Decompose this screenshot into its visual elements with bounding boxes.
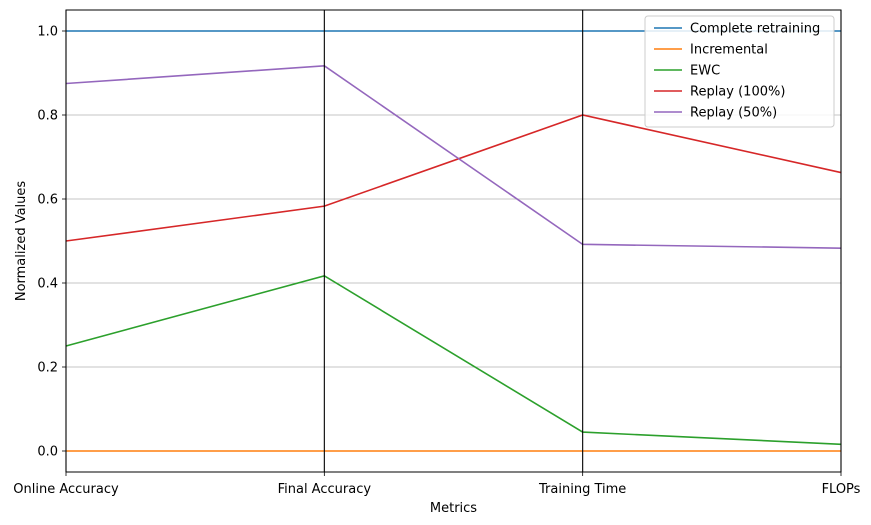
x-tick-label: FLOPs [822,482,861,497]
x-tick-label: Final Accuracy [278,482,372,497]
x-axis-title: Metrics [430,501,477,516]
legend-label: EWC [690,64,720,79]
axes-layer [65,9,842,473]
legend-label: Replay (50%) [690,106,777,121]
y-tick-label: 0.4 [37,277,58,292]
y-tick-label: 0.2 [37,361,58,376]
legend-label: Complete retraining [690,22,820,37]
plot-frame [65,9,842,473]
y-axis-title: Normalized Values [14,181,29,302]
series-line-2 [65,274,842,446]
x-tick-label: Online Accuracy [13,482,119,497]
legend-box [644,15,835,128]
x-tick-label: Training Time [538,482,626,497]
legend-label: Replay (100%) [690,85,785,100]
y-tick-label: 0.6 [37,193,58,208]
y-tick-label: 0.8 [37,109,58,124]
legend: Complete retraining Incremental EWC Replay … [644,15,835,128]
series-layer [65,30,842,452]
series-line-4 [65,65,842,249]
legend-label: Incremental [690,43,768,58]
series-line-3 [65,114,842,242]
ticks-layer: 0.0 0.2 0.4 0.6 0.8 1.0 Online Accuracy Final A… [13,25,860,498]
y-tick-label: 0.0 [37,445,58,460]
y-tick-label: 1.0 [37,25,58,40]
